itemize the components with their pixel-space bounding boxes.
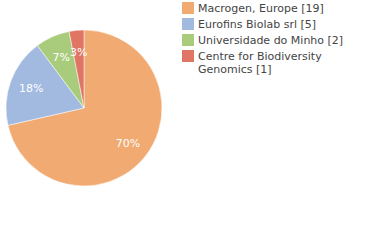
legend-label: Eurofins Biolab srl [5] — [198, 18, 316, 31]
legend-swatch — [182, 50, 194, 62]
legend-item: Universidade do Minho [2] — [182, 34, 343, 47]
legend-swatch — [182, 18, 194, 30]
legend-swatch — [182, 2, 194, 14]
legend-label: Universidade do Minho [2] — [198, 34, 343, 47]
data-label: 3% — [70, 46, 87, 59]
pie: 70% 18% 7%3% — [6, 30, 162, 186]
data-label: 7% — [53, 50, 70, 63]
slices — [6, 30, 162, 186]
legend-swatch — [182, 34, 194, 46]
chart: 70% 18% 7%3% Macrogen, Europe [19] Eurofins … — [0, 0, 380, 240]
legend: Macrogen, Europe [19] Eurofins Biolab srl… — [182, 2, 343, 76]
data-labels: 70% 18% 7%3% — [19, 46, 140, 150]
legend-item: Macrogen, Europe [19] — [182, 2, 324, 15]
legend-label: Centre for BiodiversityGenomics [1] — [198, 50, 322, 76]
pie-slice — [69, 30, 84, 108]
legend-label: Macrogen, Europe [19] — [198, 2, 324, 15]
data-label: 18% — [19, 82, 43, 95]
legend-item: Centre for BiodiversityGenomics [1] — [182, 50, 322, 76]
data-label: 70% — [116, 137, 140, 150]
legend-item: Eurofins Biolab srl [5] — [182, 18, 316, 31]
